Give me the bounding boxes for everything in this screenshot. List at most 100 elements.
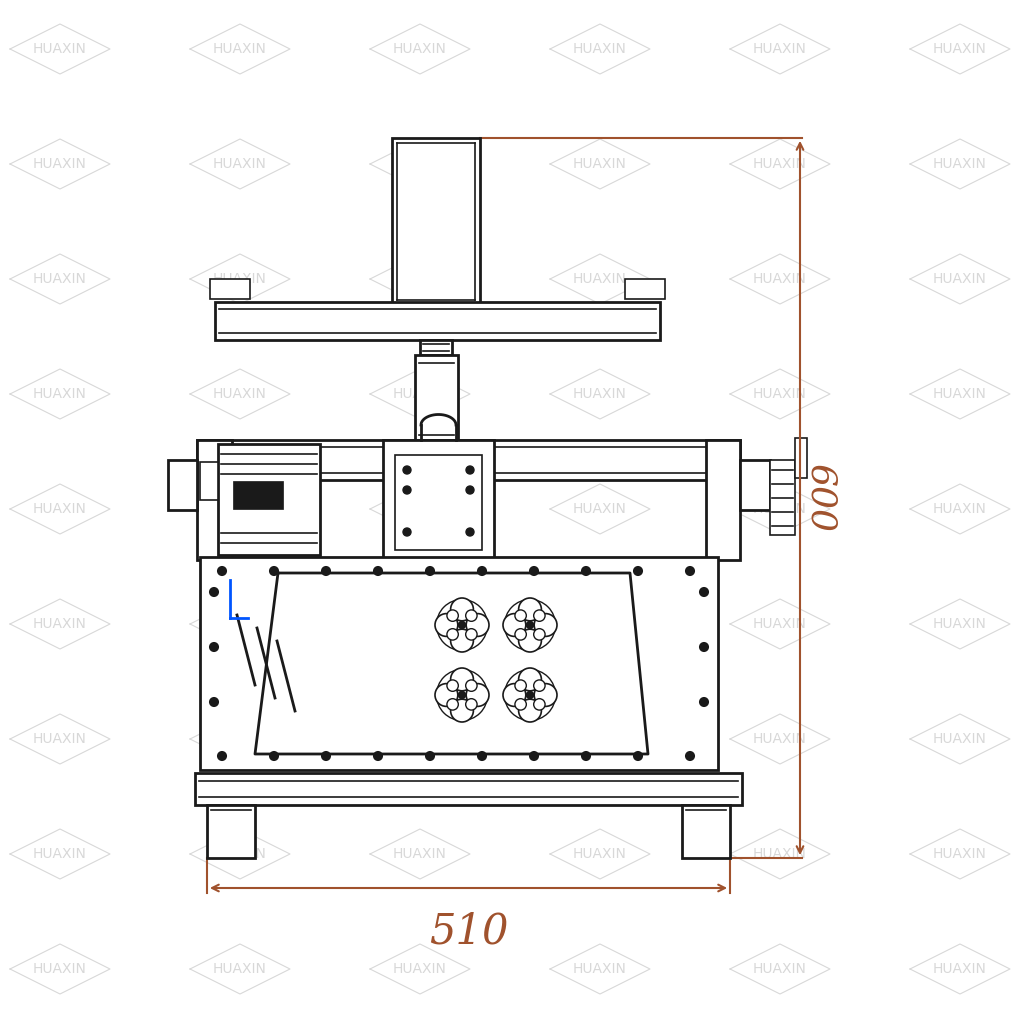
Circle shape <box>526 622 534 629</box>
Circle shape <box>518 598 542 621</box>
Text: HUAXIN: HUAXIN <box>33 272 87 286</box>
Text: HUAXIN: HUAXIN <box>213 42 267 56</box>
Text: HUAXIN: HUAXIN <box>753 502 807 516</box>
Text: HUAXIN: HUAXIN <box>573 617 627 631</box>
Text: HUAXIN: HUAXIN <box>393 272 446 286</box>
Circle shape <box>530 567 538 575</box>
Bar <box>195 773 742 805</box>
Bar <box>706 440 740 560</box>
Circle shape <box>426 567 434 575</box>
Text: HUAXIN: HUAXIN <box>573 272 627 286</box>
Text: HUAXIN: HUAXIN <box>933 387 987 401</box>
Circle shape <box>505 670 555 721</box>
Circle shape <box>466 466 474 474</box>
Circle shape <box>634 752 642 760</box>
Text: HUAXIN: HUAXIN <box>33 42 87 56</box>
Text: HUAXIN: HUAXIN <box>933 732 987 746</box>
Text: HUAXIN: HUAXIN <box>33 847 87 861</box>
Circle shape <box>466 629 477 640</box>
Text: HUAXIN: HUAXIN <box>393 502 446 516</box>
Bar <box>625 279 665 299</box>
Bar <box>200 557 718 770</box>
Circle shape <box>210 588 218 596</box>
Text: HUAXIN: HUAXIN <box>33 157 87 171</box>
Text: HUAXIN: HUAXIN <box>573 157 627 171</box>
Text: HUAXIN: HUAXIN <box>213 962 267 976</box>
Circle shape <box>534 629 545 640</box>
Text: HUAXIN: HUAXIN <box>393 847 446 861</box>
Text: HUAXIN: HUAXIN <box>753 387 807 401</box>
Circle shape <box>218 567 226 575</box>
Bar <box>207 805 255 858</box>
Circle shape <box>700 698 708 706</box>
Text: HUAXIN: HUAXIN <box>933 42 987 56</box>
Circle shape <box>451 668 473 691</box>
Bar <box>197 440 232 560</box>
Text: HUAXIN: HUAXIN <box>393 732 446 746</box>
Circle shape <box>478 752 486 760</box>
Text: HUAXIN: HUAXIN <box>573 42 627 56</box>
Bar <box>392 138 480 305</box>
Circle shape <box>518 699 542 722</box>
Circle shape <box>700 588 708 596</box>
Bar <box>168 460 197 510</box>
Text: HUAXIN: HUAXIN <box>33 962 87 976</box>
Circle shape <box>466 680 477 691</box>
Bar <box>197 440 740 480</box>
Circle shape <box>446 610 459 622</box>
Text: HUAXIN: HUAXIN <box>933 272 987 286</box>
Circle shape <box>451 629 473 652</box>
Circle shape <box>503 684 525 707</box>
Circle shape <box>466 684 489 707</box>
Circle shape <box>515 610 526 622</box>
Circle shape <box>210 643 218 651</box>
Text: HUAXIN: HUAXIN <box>753 962 807 976</box>
Text: HUAXIN: HUAXIN <box>213 157 267 171</box>
Text: HUAXIN: HUAXIN <box>33 617 87 631</box>
Circle shape <box>446 680 459 691</box>
Bar <box>218 444 319 555</box>
Circle shape <box>535 613 557 636</box>
Circle shape <box>535 684 557 707</box>
Text: HUAXIN: HUAXIN <box>753 272 807 286</box>
Circle shape <box>218 752 226 760</box>
Circle shape <box>526 691 534 698</box>
Text: HUAXIN: HUAXIN <box>393 387 446 401</box>
Bar <box>215 302 660 340</box>
Text: HUAXIN: HUAXIN <box>393 42 446 56</box>
Circle shape <box>446 629 459 640</box>
Text: HUAXIN: HUAXIN <box>213 387 267 401</box>
Bar <box>383 440 494 562</box>
Circle shape <box>322 567 330 575</box>
Circle shape <box>505 599 555 650</box>
Circle shape <box>518 668 542 691</box>
Text: HUAXIN: HUAXIN <box>393 157 446 171</box>
Text: HUAXIN: HUAXIN <box>933 962 987 976</box>
Circle shape <box>403 528 411 536</box>
Circle shape <box>403 466 411 474</box>
Text: HUAXIN: HUAXIN <box>573 387 627 401</box>
Bar <box>200 462 218 500</box>
Text: HUAXIN: HUAXIN <box>393 962 446 976</box>
Text: HUAXIN: HUAXIN <box>753 617 807 631</box>
Circle shape <box>451 699 473 722</box>
Bar <box>740 460 770 510</box>
Circle shape <box>466 610 477 622</box>
Circle shape <box>700 643 708 651</box>
Circle shape <box>459 622 466 629</box>
Circle shape <box>270 567 278 575</box>
Circle shape <box>530 752 538 760</box>
Circle shape <box>534 698 545 710</box>
Text: HUAXIN: HUAXIN <box>573 847 627 861</box>
Circle shape <box>270 752 278 760</box>
Text: HUAXIN: HUAXIN <box>753 732 807 746</box>
Bar <box>795 438 807 478</box>
Circle shape <box>523 688 537 701</box>
Circle shape <box>582 752 590 760</box>
Circle shape <box>456 688 469 701</box>
Text: HUAXIN: HUAXIN <box>33 732 87 746</box>
Circle shape <box>582 567 590 575</box>
Circle shape <box>322 752 330 760</box>
Circle shape <box>426 752 434 760</box>
Circle shape <box>403 486 411 494</box>
